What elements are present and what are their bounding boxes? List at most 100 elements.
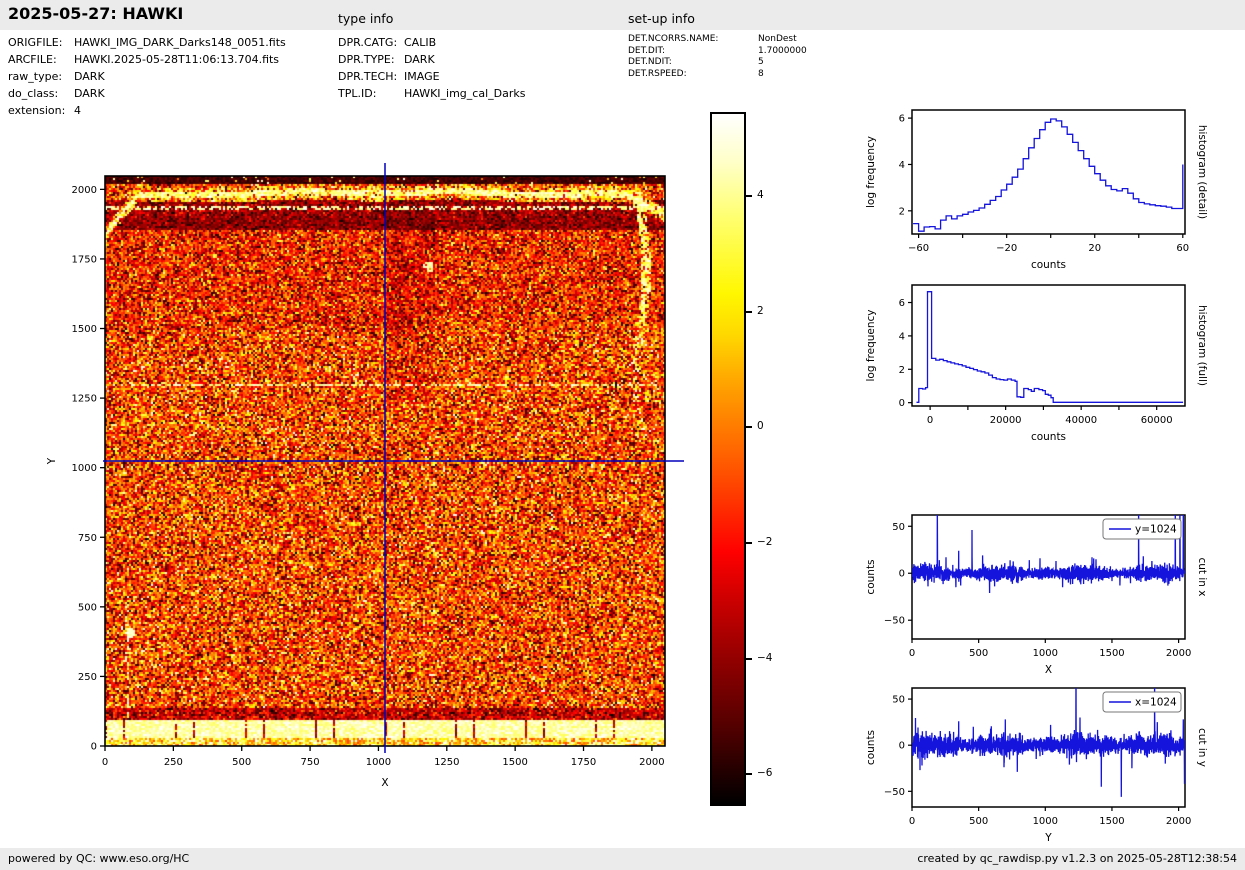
info-value: NonDest xyxy=(758,34,797,44)
svg-text:1500: 1500 xyxy=(1099,816,1124,827)
ylabel: counts xyxy=(865,730,877,765)
ylabel: counts xyxy=(865,559,877,594)
colorbar-tick xyxy=(746,773,752,776)
info-value: HAWKI_img_cal_Darks xyxy=(404,87,526,100)
svg-text:250: 250 xyxy=(164,757,183,768)
svg-text:60000: 60000 xyxy=(1141,415,1173,426)
svg-text:500: 500 xyxy=(969,816,988,827)
svg-text:500: 500 xyxy=(969,648,988,659)
colorbar-tick-label: 2 xyxy=(757,304,764,317)
svg-text:750: 750 xyxy=(78,533,97,544)
colorbar-tick-label: −6 xyxy=(757,767,773,780)
colorbar-tick-label: 0 xyxy=(757,420,764,433)
colorbar-tick xyxy=(746,426,752,429)
right-axis-label: histogram (detail) xyxy=(1196,125,1208,219)
svg-text:0: 0 xyxy=(102,757,108,768)
info-label: DET.DIT: xyxy=(628,45,666,56)
type-info-heading: type info xyxy=(338,11,394,26)
svg-text:1500: 1500 xyxy=(1099,648,1124,659)
svg-text:1000: 1000 xyxy=(366,757,391,768)
legend: y=1024 xyxy=(1102,518,1182,540)
info-label: raw_type: xyxy=(8,70,63,83)
ylabel: log frequency xyxy=(865,309,877,381)
svg-text:40000: 40000 xyxy=(1065,415,1097,426)
hist-full-plot: 0 20000 40000 60000 0 2 4 6 counts log frequency h… xyxy=(865,284,1208,443)
svg-text:0: 0 xyxy=(91,742,97,753)
svg-text:4: 4 xyxy=(899,160,905,171)
info-value: DARK xyxy=(74,87,105,100)
data-series-line xyxy=(912,515,1185,594)
page-title: 2025-05-27: HAWKI xyxy=(8,4,184,23)
info-label: DET.NDIT: xyxy=(628,57,672,67)
info-label: DET.RSPEED: xyxy=(628,68,687,79)
info-value: 5 xyxy=(758,57,764,67)
svg-text:50: 50 xyxy=(892,522,905,533)
svg-text:−60: −60 xyxy=(908,243,929,254)
xlabel: Y xyxy=(1044,832,1052,844)
info-label: do_class: xyxy=(8,87,59,100)
info-value: 1.7000000 xyxy=(758,45,807,56)
svg-text:2: 2 xyxy=(899,206,905,217)
main-ylabel: Y xyxy=(46,457,58,465)
svg-text:1000: 1000 xyxy=(1033,816,1058,827)
svg-text:20: 20 xyxy=(1088,243,1101,254)
info-value: DARK xyxy=(404,53,435,66)
colorbar-tick-label: −4 xyxy=(757,651,773,664)
svg-text:1750: 1750 xyxy=(571,757,596,768)
svg-text:1250: 1250 xyxy=(72,394,97,405)
colorbar-tick-label: −2 xyxy=(757,535,773,548)
info-label: extension: xyxy=(8,104,66,117)
data-series-line xyxy=(912,688,1185,797)
colorbar xyxy=(710,112,746,806)
svg-text:1000: 1000 xyxy=(1033,648,1058,659)
right-axis-label: cut in y xyxy=(1196,728,1208,767)
svg-text:1250: 1250 xyxy=(434,757,459,768)
svg-text:0: 0 xyxy=(927,415,933,426)
info-value: HAWKI.2025-05-28T11:06:13.704.fits xyxy=(74,53,280,66)
main-xlabel: X xyxy=(381,777,388,789)
right-axis-label: cut in x xyxy=(1196,557,1208,596)
hist-detail-plot: −60 −20 20 60 2 4 6 counts log frequency histogra… xyxy=(865,109,1208,271)
info-value: 8 xyxy=(758,68,764,79)
info-label: DPR.CATG: xyxy=(338,36,398,49)
data-series-line xyxy=(913,118,1184,232)
info-value: CALIB xyxy=(404,36,437,49)
svg-text:750: 750 xyxy=(301,757,320,768)
svg-text:20000: 20000 xyxy=(990,415,1022,426)
svg-text:250: 250 xyxy=(78,672,97,683)
info-label: DPR.TYPE: xyxy=(338,53,395,66)
svg-text:−20: −20 xyxy=(996,243,1017,254)
footer-powered-by: powered by QC: www.eso.org/HC xyxy=(8,852,190,865)
svg-text:60: 60 xyxy=(1176,243,1189,254)
xlabel: counts xyxy=(1031,259,1066,271)
legend: x=1024 xyxy=(1102,691,1182,713)
info-value: 4 xyxy=(74,104,81,117)
ylabel: log frequency xyxy=(865,136,877,208)
svg-text:2: 2 xyxy=(899,365,905,376)
svg-text:2000: 2000 xyxy=(72,185,97,196)
colorbar-tick xyxy=(746,310,752,313)
info-value: HAWKI_IMG_DARK_Darks148_0051.fits xyxy=(74,36,286,49)
svg-text:1750: 1750 xyxy=(72,254,97,265)
svg-text:−50: −50 xyxy=(884,787,905,798)
svg-text:6: 6 xyxy=(899,114,905,125)
main-image-axes-svg: 0 250 500 750 1000 1250 1500 1750 2000 0 250 500 750… xyxy=(46,163,684,789)
footer-created-by: created by qc_rawdisp.py v1.2.3 on 2025-… xyxy=(917,852,1237,865)
svg-text:0: 0 xyxy=(909,648,915,659)
svg-text:−50: −50 xyxy=(884,616,905,627)
footer-bar xyxy=(0,848,1245,870)
svg-text:0: 0 xyxy=(899,741,905,752)
svg-text:y=1024: y=1024 xyxy=(1135,524,1177,536)
svg-text:0: 0 xyxy=(899,569,905,580)
svg-text:2000: 2000 xyxy=(1166,648,1191,659)
svg-text:0: 0 xyxy=(899,398,905,409)
svg-text:6: 6 xyxy=(899,298,905,309)
right-axis-label: histogram (full) xyxy=(1196,305,1208,386)
svg-text:1500: 1500 xyxy=(72,324,97,335)
info-label: ORIGFILE: xyxy=(8,36,63,49)
svg-text:4: 4 xyxy=(899,331,905,342)
svg-text:1000: 1000 xyxy=(72,463,97,474)
info-label: TPL.ID: xyxy=(338,87,377,100)
